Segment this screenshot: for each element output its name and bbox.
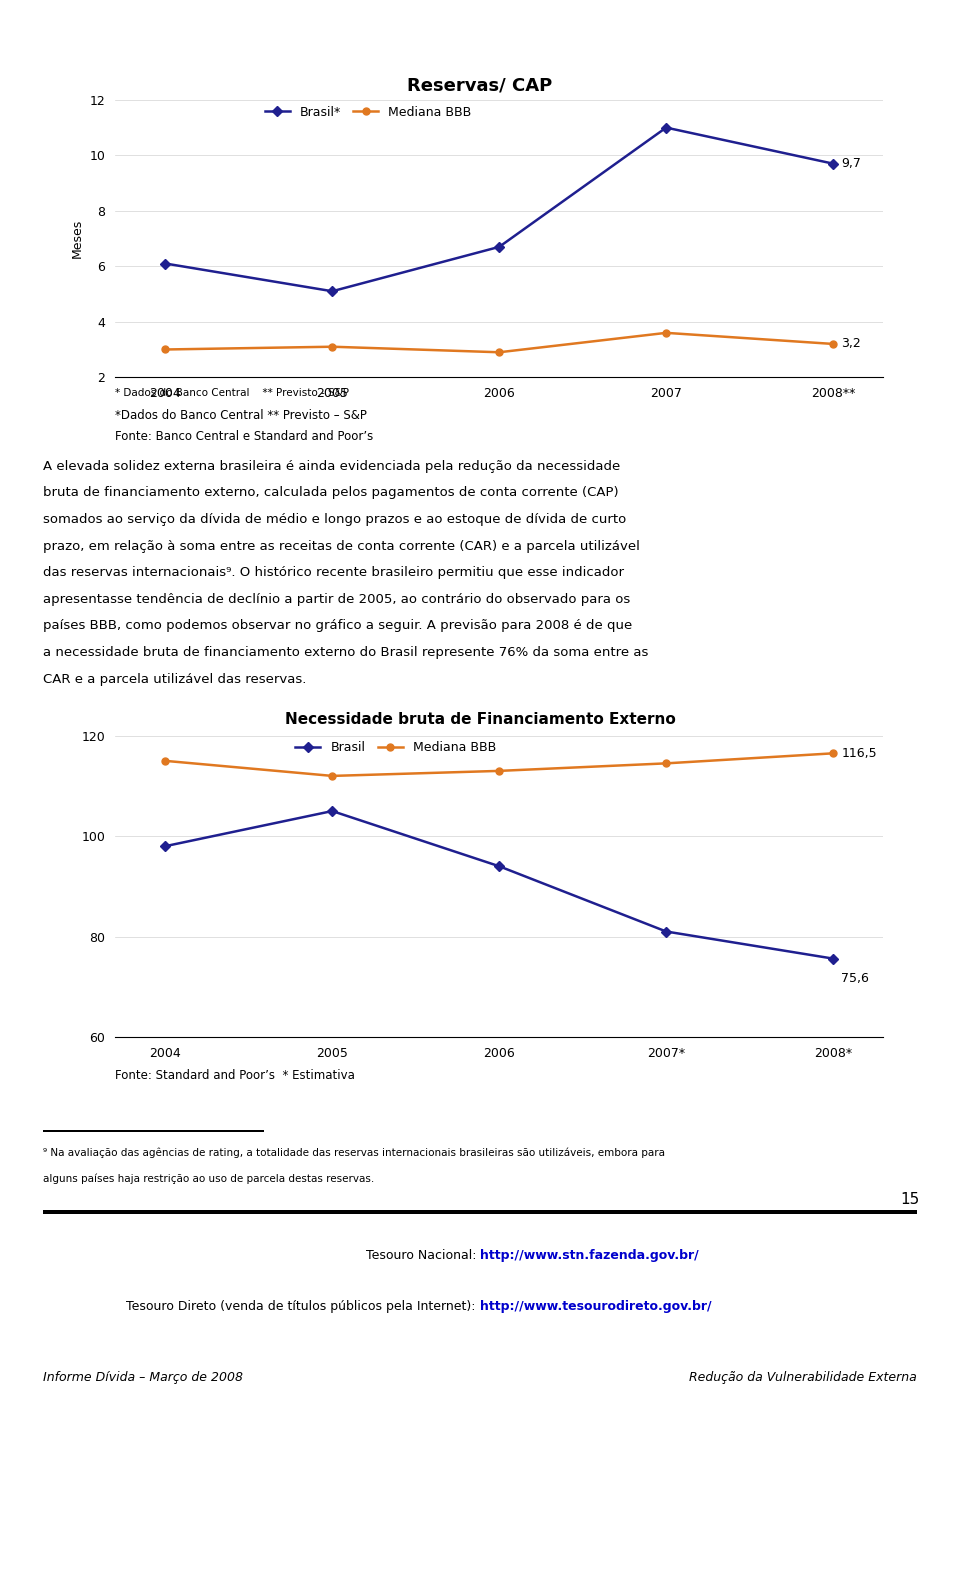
Text: Reservas/ CAP: Reservas/ CAP <box>407 76 553 94</box>
Text: *Dados do Banco Central ** Previsto – S&P: *Dados do Banco Central ** Previsto – S&… <box>115 409 367 422</box>
Text: países BBB, como podemos observar no gráfico a seguir. A previsão para 2008 é de: países BBB, como podemos observar no grá… <box>43 620 633 632</box>
Y-axis label: Meses: Meses <box>71 219 84 258</box>
Text: 75,6: 75,6 <box>842 973 870 986</box>
Text: 116,5: 116,5 <box>842 747 877 759</box>
Text: 9,7: 9,7 <box>842 157 861 170</box>
Text: 15: 15 <box>900 1192 920 1206</box>
Text: Fonte: Standard and Poor’s  * Estimativa: Fonte: Standard and Poor’s * Estimativa <box>115 1068 355 1081</box>
Text: Necessidade bruta de Financiamento Externo: Necessidade bruta de Financiamento Exter… <box>284 712 676 728</box>
Text: das reservas internacionais⁹. O histórico recente brasileiro permitiu que esse i: das reservas internacionais⁹. O históric… <box>43 566 624 579</box>
Legend: Brasil, Mediana BBB: Brasil, Mediana BBB <box>291 735 501 759</box>
Text: * Dados do Banco Central    ** Previsto - S&P: * Dados do Banco Central ** Previsto - S… <box>115 388 349 398</box>
Legend: Brasil*, Mediana BBB: Brasil*, Mediana BBB <box>260 100 477 124</box>
Text: bruta de financiamento externo, calculada pelos pagamentos de conta corrente (CA: bruta de financiamento externo, calculad… <box>43 487 619 499</box>
Text: prazo, em relação à soma entre as receitas de conta corrente (CAR) e a parcela u: prazo, em relação à soma entre as receit… <box>43 539 640 553</box>
Text: a necessidade bruta de financiamento externo do Brasil represente 76% da soma en: a necessidade bruta de financiamento ext… <box>43 647 649 659</box>
Text: Fonte: Banco Central e Standard and Poor’s: Fonte: Banco Central e Standard and Poor… <box>115 430 373 442</box>
Text: Tesouro Nacional:: Tesouro Nacional: <box>366 1249 480 1262</box>
Text: CAR e a parcela utilizável das reservas.: CAR e a parcela utilizável das reservas. <box>43 672 306 686</box>
Text: ⁹ Na avaliação das agências de rating, a totalidade das reservas internacionais : ⁹ Na avaliação das agências de rating, a… <box>43 1148 665 1159</box>
Text: Redução da Vulnerabilidade Externa: Redução da Vulnerabilidade Externa <box>689 1371 917 1384</box>
Text: Informe Dívida – Março de 2008: Informe Dívida – Março de 2008 <box>43 1371 243 1384</box>
Text: http://www.tesourodireto.gov.br/: http://www.tesourodireto.gov.br/ <box>480 1300 711 1312</box>
Text: 3,2: 3,2 <box>842 338 861 350</box>
Text: alguns países haja restrição ao uso de parcela destas reservas.: alguns países haja restrição ao uso de p… <box>43 1173 374 1184</box>
Text: http://www.stn.fazenda.gov.br/: http://www.stn.fazenda.gov.br/ <box>480 1249 699 1262</box>
Text: A elevada solidez externa brasileira é ainda evidenciada pela redução da necessi: A elevada solidez externa brasileira é a… <box>43 460 620 472</box>
Text: somados ao serviço da dívida de médio e longo prazos e ao estoque de dívida de c: somados ao serviço da dívida de médio e … <box>43 514 627 526</box>
Text: Tesouro Direto (venda de títulos públicos pela Internet):: Tesouro Direto (venda de títulos público… <box>127 1300 480 1312</box>
Text: apresentasse tendência de declínio a partir de 2005, ao contrário do observado p: apresentasse tendência de declínio a par… <box>43 593 631 605</box>
